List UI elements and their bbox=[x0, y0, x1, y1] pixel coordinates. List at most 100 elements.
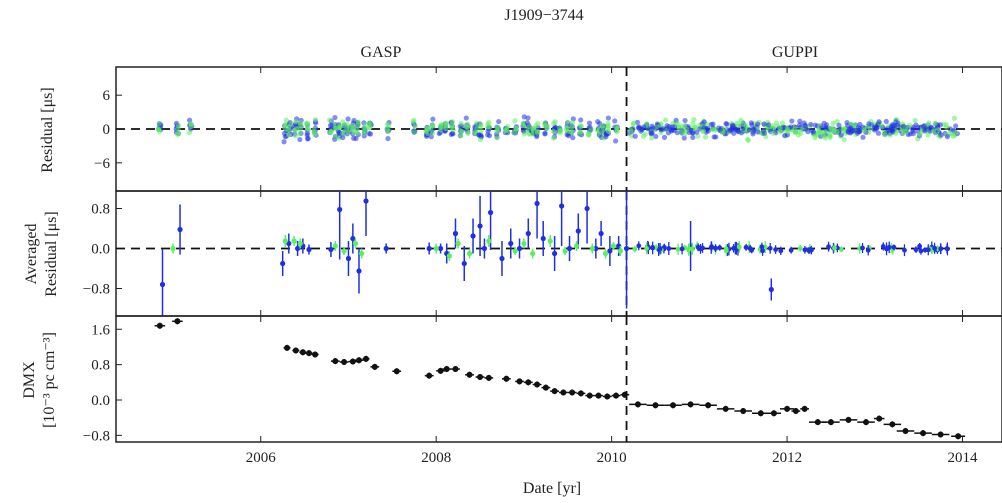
residual-point-low bbox=[478, 127, 484, 133]
residual-point-high bbox=[639, 126, 645, 132]
averaged-point bbox=[865, 247, 871, 253]
dmx-y-label-line1: DMX bbox=[21, 361, 38, 399]
dmx-ytick-label: −0.8 bbox=[83, 428, 110, 444]
residual-point-high bbox=[463, 115, 469, 121]
averaged-y-label-line1: Averaged bbox=[23, 224, 40, 285]
residual-point-low bbox=[544, 125, 550, 131]
dmx-point bbox=[284, 344, 291, 351]
residual-point-high bbox=[876, 119, 882, 125]
averaged-point bbox=[437, 245, 444, 252]
averaged-point bbox=[282, 238, 288, 244]
residual-point-high bbox=[750, 131, 756, 137]
dmx-point bbox=[305, 350, 312, 357]
dmx-point bbox=[299, 349, 306, 356]
dmx-point bbox=[792, 408, 799, 415]
residual-point-low bbox=[614, 125, 620, 132]
averaged-point bbox=[352, 240, 359, 247]
residual-point-low bbox=[822, 135, 828, 141]
dmx-point bbox=[503, 375, 510, 382]
residual-point-low bbox=[350, 123, 356, 129]
averaged-point bbox=[938, 246, 944, 252]
residual-point-low bbox=[594, 127, 601, 133]
residual-point-high bbox=[612, 118, 618, 124]
residual-point-high bbox=[705, 125, 711, 132]
dmx-point bbox=[156, 322, 163, 329]
averaged-point bbox=[552, 250, 558, 257]
residual-point-low bbox=[463, 124, 469, 130]
residual-point-low bbox=[642, 131, 648, 137]
residual-point-low bbox=[690, 120, 696, 127]
residual-point-high bbox=[875, 130, 882, 136]
residual-point-low bbox=[777, 125, 783, 132]
residual-point-high bbox=[810, 128, 817, 135]
residual-point-low bbox=[533, 123, 539, 129]
residual-point-low bbox=[738, 117, 744, 123]
residual-point-low bbox=[931, 128, 937, 134]
residual-point-low bbox=[286, 131, 292, 138]
residual-point-low bbox=[951, 115, 958, 121]
averaged-point bbox=[623, 245, 630, 252]
residual-point-high bbox=[653, 133, 659, 140]
residual-point-low bbox=[605, 128, 612, 134]
averaged-point bbox=[797, 245, 803, 251]
averaged-point bbox=[470, 233, 476, 239]
averaged-point bbox=[481, 245, 488, 252]
residual-point-high bbox=[851, 127, 857, 133]
dmx-point bbox=[569, 389, 576, 396]
residual-point-high bbox=[857, 126, 863, 132]
residual-point-low bbox=[841, 137, 847, 143]
residual-point-low bbox=[879, 123, 885, 130]
dmx-point bbox=[341, 358, 348, 365]
dmx-point bbox=[551, 388, 558, 395]
averaged-point bbox=[508, 240, 514, 247]
averaged-point bbox=[743, 244, 749, 250]
x-axis-label: Date [yr] bbox=[523, 480, 581, 497]
averaged-point bbox=[530, 250, 536, 257]
residual-point-high bbox=[524, 120, 530, 126]
averaged-point bbox=[512, 248, 518, 254]
residual-point-low bbox=[585, 132, 592, 138]
averaged-point bbox=[632, 246, 638, 252]
residual-point-low bbox=[605, 123, 611, 129]
residual-point-low bbox=[186, 130, 192, 136]
averaged-point bbox=[773, 247, 778, 252]
residual-point-low bbox=[867, 126, 873, 132]
residual-point-high bbox=[430, 116, 436, 122]
averaged-point bbox=[559, 203, 565, 209]
averaged-point bbox=[487, 209, 494, 216]
residual-point-low bbox=[900, 130, 906, 136]
residual-point-low bbox=[817, 130, 823, 136]
residual-point-high bbox=[476, 132, 482, 138]
averaged-point bbox=[350, 235, 356, 242]
residual-ytick-label: 6 bbox=[103, 88, 111, 104]
averaged-point bbox=[918, 248, 924, 254]
averaged-point bbox=[589, 245, 595, 252]
residual-y-label: Residual [μs] bbox=[39, 87, 56, 172]
dmx-point bbox=[722, 405, 729, 412]
residual-point-low bbox=[494, 135, 500, 141]
averaged-y-label-line2: Residual [μs] bbox=[43, 211, 60, 296]
residual-point-low bbox=[917, 131, 923, 137]
residual-point-high bbox=[332, 114, 338, 121]
averaged-point bbox=[768, 286, 774, 293]
residual-point-low bbox=[303, 120, 309, 126]
averaged-point bbox=[759, 244, 765, 250]
residual-point-low bbox=[384, 121, 390, 128]
averaged-point bbox=[573, 243, 580, 249]
x-tick-label: 2012 bbox=[772, 450, 802, 466]
averaged-point bbox=[679, 246, 685, 252]
averaged-point bbox=[337, 206, 343, 213]
residual-point-low bbox=[770, 123, 776, 129]
averaged-point bbox=[584, 205, 590, 212]
averaged-point bbox=[525, 230, 531, 237]
residual-point-low bbox=[684, 126, 690, 132]
averaged-point bbox=[788, 247, 794, 253]
residual-point-high bbox=[367, 131, 374, 137]
residual-point-high bbox=[821, 120, 827, 126]
residual-point-high bbox=[910, 126, 916, 132]
averaged-ytick-label: 0.0 bbox=[91, 242, 110, 258]
averaged-point bbox=[562, 248, 568, 254]
residual-point-high bbox=[723, 120, 729, 127]
residual-point-low bbox=[907, 122, 913, 128]
residual-point-low bbox=[887, 132, 893, 138]
